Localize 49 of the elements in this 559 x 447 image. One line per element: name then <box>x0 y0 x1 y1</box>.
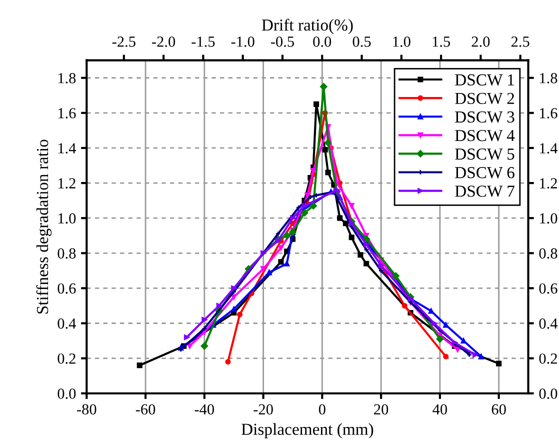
y-tick-label: 0.0 <box>58 388 76 399</box>
x2-tick-label: -2.5 <box>112 36 136 47</box>
legend-label: DSCW 7 <box>455 186 514 197</box>
y2-tick-label: 1.6 <box>540 108 558 118</box>
y-tick-label: 0.4 <box>58 318 76 329</box>
y2-tick-label: 0.6 <box>539 283 558 294</box>
y2-tick-label: 0.0 <box>539 388 558 399</box>
legend-label: DSCW 4 <box>455 130 515 142</box>
y-tick-label: 1.4 <box>58 143 76 154</box>
x-tick-label: -60 <box>136 404 156 415</box>
y-tick-label: 0.8 <box>58 248 76 259</box>
x-axis-title: Displacement (mm) <box>242 423 374 438</box>
legend-label: DSCW 1 <box>455 74 514 86</box>
x-tick-label: -20 <box>254 404 273 415</box>
x2-tick-label: 0.0 <box>313 36 332 47</box>
y2-tick-label: 0.2 <box>539 353 557 364</box>
x2-tick-label: 2.0 <box>472 36 490 47</box>
legend-label: DSCW 3 <box>455 111 514 123</box>
x-tick-label: 0 <box>318 404 326 415</box>
x2-tick-label: 1.5 <box>432 36 450 47</box>
y2-tick-label: 1.2 <box>540 178 557 189</box>
y-axis-title: Stiffness degradation ratio <box>36 140 52 314</box>
x-tick-label: -40 <box>194 404 214 415</box>
y2-tick-label: 1.0 <box>540 213 558 224</box>
y-tick-label: 1.8 <box>58 73 76 84</box>
legend-label: DSCW 6 <box>455 167 514 178</box>
y-tick-label: 0.6 <box>58 283 76 294</box>
legend-label: DSCW 5 <box>455 148 514 160</box>
x2-axis-title: Drift ratio(%) <box>262 18 353 34</box>
x-tick-label: 20 <box>374 404 388 415</box>
y-tick-label: 1.0 <box>58 213 76 224</box>
y2-tick-label: 0.4 <box>539 318 558 329</box>
x-tick-label: 40 <box>432 404 447 415</box>
legend-label: DSCW 2 <box>455 92 514 104</box>
x2-tick-label: -1.0 <box>231 36 254 47</box>
y2-tick-label: 1.8 <box>540 73 558 84</box>
x2-tick-label: 2.5 <box>511 36 530 47</box>
y2-tick-label: 0.8 <box>539 248 558 259</box>
x2-tick-label: -1.5 <box>192 36 215 47</box>
x2-tick-label: 0.5 <box>352 36 371 47</box>
x2-tick-label: -0.5 <box>270 36 294 47</box>
y-tick-label: 1.2 <box>58 178 76 189</box>
x-tick-label: -80 <box>77 404 96 415</box>
x2-tick-label: -2.0 <box>152 36 176 47</box>
x-tick-label: 60 <box>492 404 506 415</box>
y-tick-label: 0.2 <box>58 353 76 364</box>
x2-tick-label: 1.0 <box>393 36 410 47</box>
y-tick-label: 1.6 <box>58 108 76 118</box>
y2-tick-label: 1.4 <box>540 143 558 154</box>
